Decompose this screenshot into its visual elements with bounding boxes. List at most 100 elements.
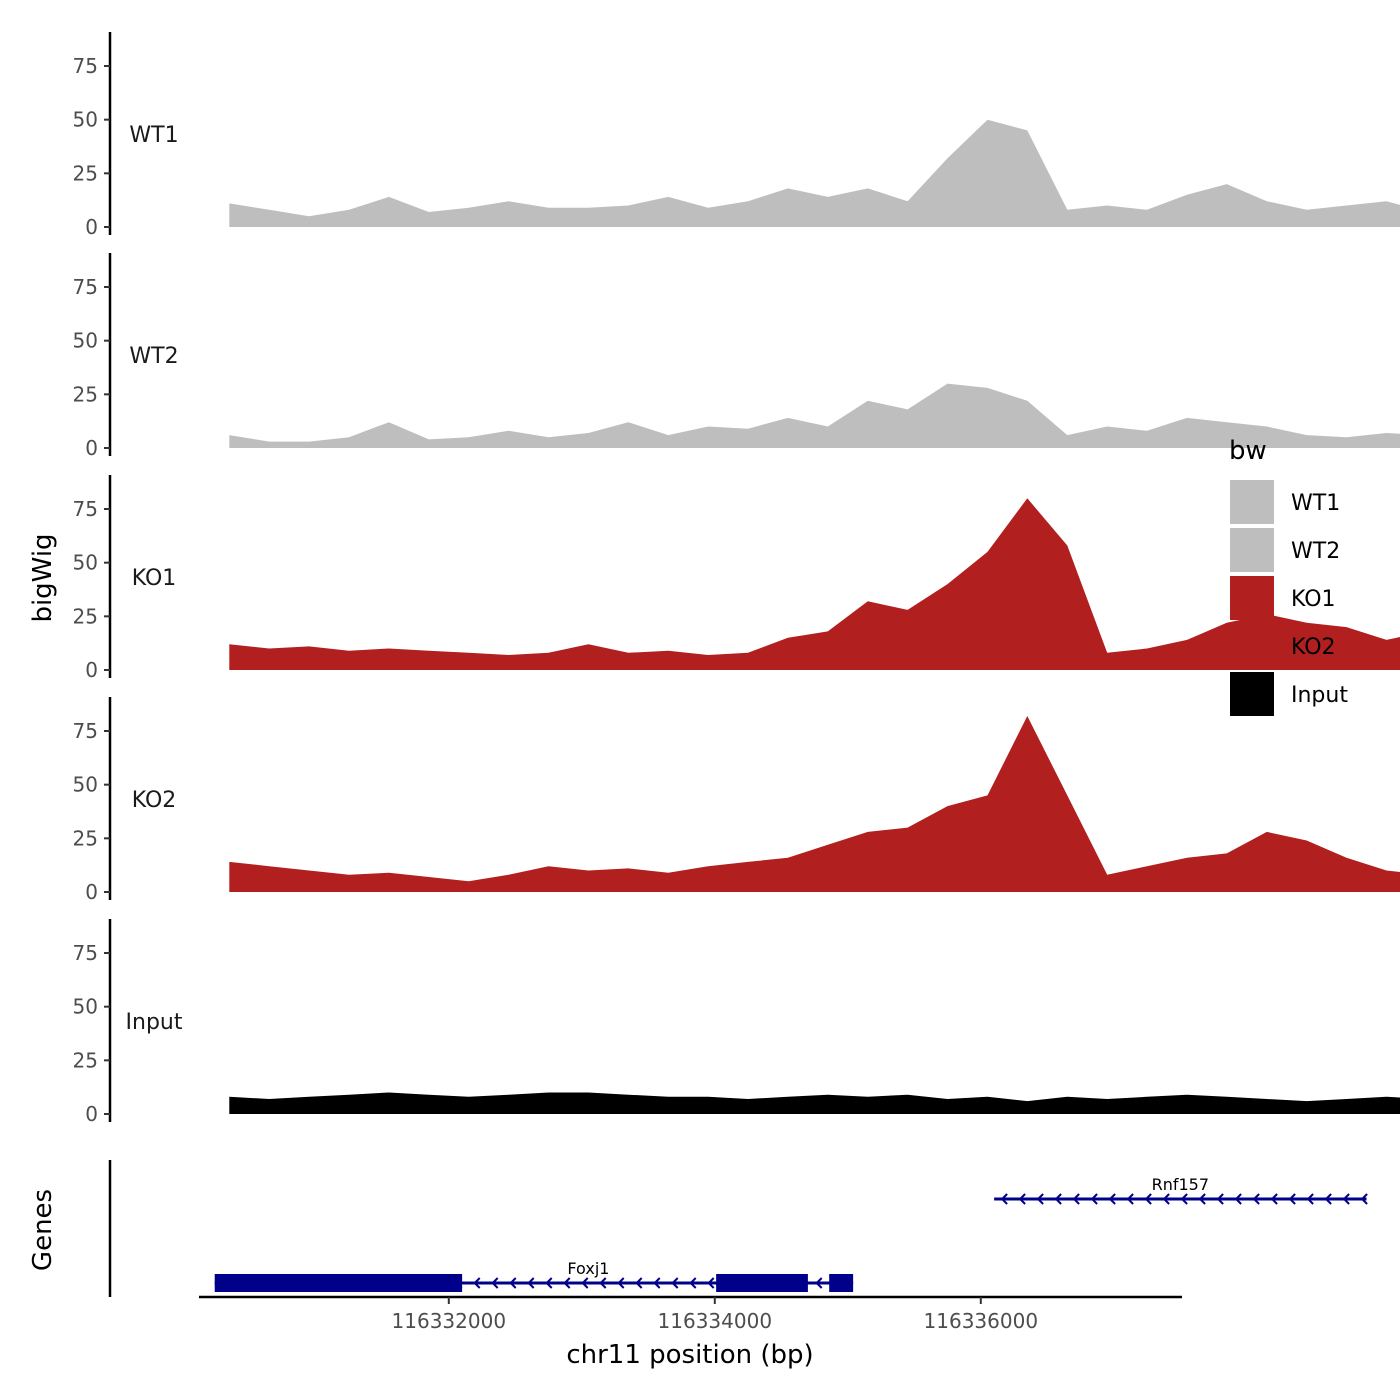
strand-arrow <box>1018 1193 1026 1205</box>
gene-label-rnf157: Rnf157 <box>1152 1175 1209 1194</box>
track-input: 0 25 50 75 Input <box>73 919 1400 1126</box>
x-tick-label: 116336000 <box>924 1309 1039 1333</box>
strand-arrow <box>1252 1193 1260 1205</box>
gene-rnf157: Rnf157 <box>994 1175 1368 1205</box>
strand-arrow <box>1072 1193 1080 1205</box>
x-axis-title: chr11 position (bp) <box>566 1340 813 1370</box>
y-tick-label: 0 <box>85 880 98 904</box>
y-tick-label: 50 <box>73 773 98 797</box>
strand-arrow <box>617 1277 625 1289</box>
strand-arrow <box>1306 1193 1314 1205</box>
strand-arrow <box>527 1277 535 1289</box>
y-tick-label: 75 <box>73 941 98 965</box>
y-tick-label: 75 <box>73 54 98 78</box>
gene-foxj1: Foxj1 <box>214 1259 854 1292</box>
y-axis-title: bigWig <box>28 533 58 622</box>
y-tick-label: 25 <box>73 604 98 628</box>
legend-swatch-wt2 <box>1230 528 1274 572</box>
strand-arrow <box>1216 1193 1224 1205</box>
strand-arrow <box>815 1277 823 1289</box>
coverage-area-wt1 <box>229 119 1400 227</box>
track-label-ko1: KO1 <box>132 566 177 591</box>
gene-label-foxj1: Foxj1 <box>567 1259 609 1278</box>
strand-arrow <box>671 1277 679 1289</box>
legend: bw WT1 WT2 KO1 KO2 Input <box>1229 436 1348 716</box>
y-tick-label: 50 <box>73 108 98 132</box>
strand-arrow <box>1324 1193 1332 1205</box>
y-tick-label: 0 <box>85 436 98 460</box>
y-tick-label: 25 <box>73 382 98 406</box>
strand-arrow <box>545 1277 553 1289</box>
strand-arrow <box>473 1277 481 1289</box>
strand-arrow <box>1234 1193 1242 1205</box>
exon <box>829 1274 854 1292</box>
strand-arrow <box>1126 1193 1134 1205</box>
track-label-wt1: WT1 <box>129 123 178 148</box>
legend-swatch-ko2 <box>1230 624 1274 668</box>
y-tick-label: 50 <box>73 995 98 1019</box>
track-wt1: 0 25 50 75 WT1 <box>73 32 1400 239</box>
y-tick-label: 50 <box>73 329 98 353</box>
track-ko1: 0 25 50 75 KO1 <box>73 475 1400 682</box>
strand-arrow <box>1144 1193 1152 1205</box>
y-tick-label: 75 <box>73 275 98 299</box>
strand-arrow <box>707 1277 715 1289</box>
y-tick-label: 25 <box>73 161 98 185</box>
strand-arrow <box>491 1277 499 1289</box>
strand-arrow <box>653 1277 661 1289</box>
strand-arrow <box>563 1277 571 1289</box>
gene-track: Foxj1 Rnf157 <box>108 1160 1368 1297</box>
x-tick-label: 116332000 <box>392 1309 507 1333</box>
y-tick-label: 25 <box>73 1048 98 1072</box>
legend-label-ko2: KO2 <box>1291 635 1336 660</box>
strand-arrow <box>581 1277 589 1289</box>
x-tick-label: 116334000 <box>658 1309 773 1333</box>
y-tick-label: 50 <box>73 551 98 575</box>
track-label-input: Input <box>126 1010 183 1035</box>
legend-label-ko1: KO1 <box>1291 587 1336 612</box>
track-ko2: 0 25 50 75 KO2 <box>73 697 1400 904</box>
y-tick-label: 0 <box>85 215 98 239</box>
strand-arrow <box>1108 1193 1116 1205</box>
legend-title: bw <box>1229 436 1267 466</box>
track-label-wt2: WT2 <box>129 344 178 369</box>
gene-track-title: Genes <box>28 1189 58 1271</box>
y-tick-label: 0 <box>85 1102 98 1126</box>
coverage-area-input <box>229 1092 1400 1114</box>
strand-arrow <box>1162 1193 1170 1205</box>
strand-arrow <box>509 1277 517 1289</box>
exon <box>716 1274 808 1292</box>
x-axis: 116332000 116334000 116336000 <box>199 1295 1182 1333</box>
coverage-area-wt2 <box>229 383 1400 448</box>
legend-swatch-input <box>1230 672 1274 716</box>
legend-label-wt1: WT1 <box>1291 491 1340 516</box>
strand-arrow <box>1360 1193 1368 1205</box>
coverage-area-ko2 <box>229 716 1400 892</box>
legend-swatch-ko1 <box>1230 576 1274 620</box>
y-tick-label: 0 <box>85 658 98 682</box>
strand-arrow <box>1090 1193 1098 1205</box>
strand-arrow <box>599 1277 607 1289</box>
y-tick-label: 75 <box>73 719 98 743</box>
y-tick-label: 75 <box>73 497 98 521</box>
strand-arrow <box>1036 1193 1044 1205</box>
track-label-ko2: KO2 <box>132 788 177 813</box>
strand-arrow <box>635 1277 643 1289</box>
coverage-area-ko1 <box>229 498 1400 670</box>
strand-arrow <box>1198 1193 1206 1205</box>
strand-arrow <box>689 1277 697 1289</box>
track-wt2: 0 25 50 75 WT2 <box>73 253 1400 460</box>
exon <box>214 1274 463 1292</box>
coverage-tracks: 0 25 50 75 WT1 0 25 50 75 WT2 0 25 50 75 KO1 0 25 50 75 KO2… <box>73 32 1400 1126</box>
strand-arrow <box>1054 1193 1062 1205</box>
strand-arrow <box>1000 1193 1008 1205</box>
strand-arrow <box>1342 1193 1350 1205</box>
legend-swatch-wt1 <box>1230 480 1274 524</box>
strand-arrow <box>1180 1193 1188 1205</box>
legend-label-input: Input <box>1291 683 1348 708</box>
strand-arrow <box>1270 1193 1278 1205</box>
y-tick-label: 25 <box>73 826 98 850</box>
strand-arrow <box>1288 1193 1296 1205</box>
legend-label-wt2: WT2 <box>1291 539 1340 564</box>
